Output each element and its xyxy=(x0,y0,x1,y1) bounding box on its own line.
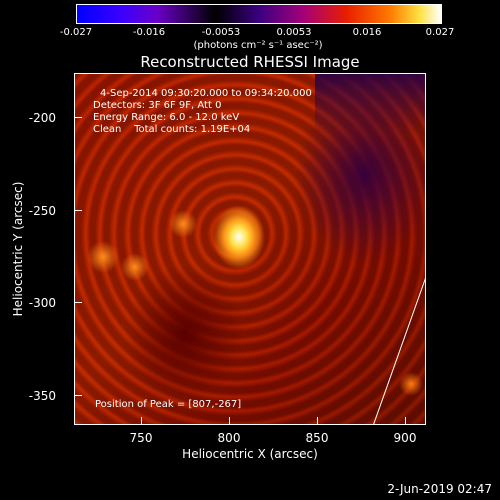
solar-limb-line xyxy=(373,278,425,424)
clean-counts-text: Clean Total counts: 1.19E+04 xyxy=(93,124,251,135)
colorbar-tick-label: -0.0053 xyxy=(201,27,241,38)
y-tick-mark xyxy=(74,302,82,303)
y-tick-mark xyxy=(74,117,82,118)
y-axis-label: Heliocentric Y (arcsec) xyxy=(11,181,25,317)
y-tick-mark xyxy=(74,395,82,396)
detectors-text: Detectors: 3F 6F 9F, Att 0 xyxy=(93,100,222,111)
y-tick-label: -200 xyxy=(28,111,56,125)
x-tick-label: 900 xyxy=(393,431,417,445)
x-tick-mark xyxy=(229,417,230,425)
x-tick-mark xyxy=(141,417,142,425)
colorbar-tick-label: 0.027 xyxy=(425,27,455,38)
plot-title: Reconstructed RHESSI Image xyxy=(140,53,360,71)
x-tick-label: 750 xyxy=(129,431,153,445)
y-tick-label: -250 xyxy=(28,204,56,218)
colorbar-tick-label: -0.027 xyxy=(59,27,93,38)
y-tick-mark xyxy=(74,210,82,211)
x-tick-label: 800 xyxy=(217,431,241,445)
colorbar-tick-label: 0.0053 xyxy=(276,27,312,38)
footer-date: 2-Jun-2019 02:47 xyxy=(387,482,492,496)
x-axis-label: Heliocentric X (arcsec) xyxy=(182,447,318,461)
x-tick-label: 850 xyxy=(305,431,329,445)
peak-position-text: Position of Peak = [807,-267] xyxy=(95,399,242,410)
colorbar-tick-label: -0.016 xyxy=(132,27,166,38)
time-range-text: 4-Sep-2014 09:30:20.000 to 09:34:20.000 xyxy=(100,88,312,99)
y-tick-label: -350 xyxy=(28,389,56,403)
energy-range-text: Energy Range: 6.0 - 12.0 keV xyxy=(93,112,240,123)
rhessi-image: 4-Sep-2014 09:30:20.000 to 09:34:20.000 … xyxy=(74,73,426,425)
colorbar-tick-label: 0.016 xyxy=(352,27,382,38)
x-tick-mark xyxy=(405,417,406,425)
colorbar xyxy=(76,4,442,24)
x-tick-mark xyxy=(317,417,318,425)
colorbar-units: (photons cm⁻² s⁻¹ asec⁻²) xyxy=(193,40,323,51)
y-tick-label: -300 xyxy=(28,296,56,310)
